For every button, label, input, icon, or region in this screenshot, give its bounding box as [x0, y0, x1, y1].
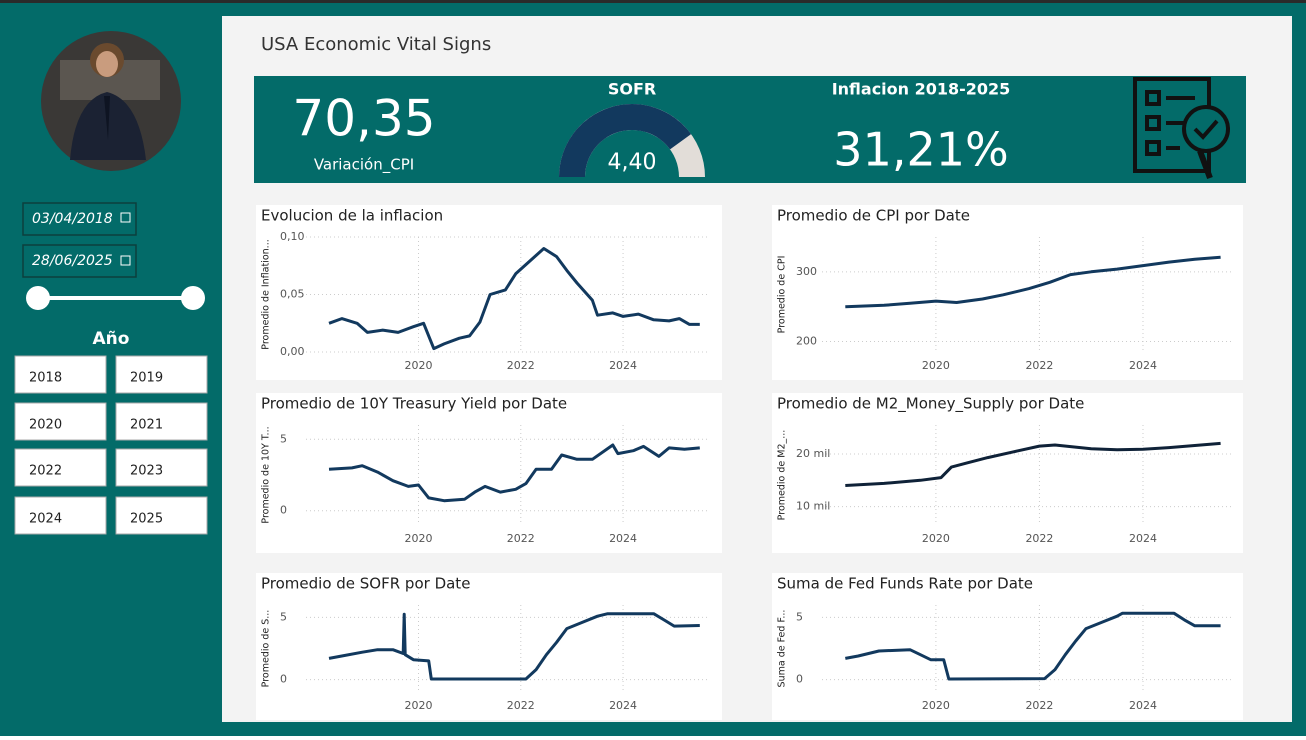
- charts: SOFR 4,40 Evolucion de la inflacion Promedi…: [256, 80, 1243, 720]
- year-label[interactable]: 2020: [29, 418, 62, 433]
- start-date[interactable]: 03/04/2018: [32, 211, 113, 227]
- y-axis-label: Promedio de S...: [261, 610, 272, 688]
- year-button[interactable]: [14, 496, 107, 535]
- x-tick-label: 2024: [1129, 532, 1157, 545]
- x-tick-label: 2024: [609, 699, 637, 712]
- kpi-band: [254, 76, 1246, 183]
- line-series: [328, 443, 700, 503]
- x-tick-label: 2024: [609, 532, 637, 545]
- gauge-value-label: 4,40: [608, 150, 657, 175]
- x-tick-label: 2024: [1129, 699, 1157, 712]
- y-tick-label: 0: [280, 673, 287, 686]
- dashboard-title: USA Economic Vital Signs: [261, 34, 491, 55]
- chart-panel: [256, 573, 722, 720]
- year-button[interactable]: [115, 402, 208, 441]
- x-tick-label: 2024: [609, 359, 637, 372]
- line-series: [845, 255, 1221, 309]
- chart-title: Suma de Fed Funds Rate por Date: [777, 575, 1033, 593]
- x-tick-label: 2022: [1025, 532, 1053, 545]
- gauge-value: [559, 104, 692, 177]
- calendar-icon[interactable]: [120, 212, 131, 223]
- chart-title: Evolucion de la inflacion: [261, 207, 443, 225]
- end-date[interactable]: 28/06/2025: [32, 253, 113, 269]
- year-title: Año: [93, 329, 130, 349]
- year-label[interactable]: 2025: [130, 512, 163, 527]
- year-button[interactable]: [14, 355, 107, 394]
- chart-title: Promedio de M2_Money_Supply por Date: [777, 395, 1084, 414]
- y-tick-label: 0,10: [280, 230, 305, 243]
- y-tick-label: 0: [280, 504, 287, 517]
- year-label[interactable]: 2022: [29, 464, 62, 479]
- y-axis-label: Promedio de M2_...: [777, 430, 788, 521]
- date-input[interactable]: [22, 202, 137, 236]
- year-buttons: 2018 2019 2020 2021 2022 2023 2024 2025: [14, 355, 208, 535]
- gauge-title: SOFR: [608, 80, 656, 99]
- line-series: [845, 611, 1221, 681]
- x-tick-label: 2022: [507, 532, 535, 545]
- date-input[interactable]: [22, 244, 137, 278]
- slider-handle[interactable]: [26, 286, 50, 310]
- year-button[interactable]: [14, 448, 107, 487]
- y-tick-label: 300: [796, 265, 817, 278]
- kpi-label: Variación_CPI: [314, 156, 414, 175]
- x-tick-label: 2020: [405, 532, 433, 545]
- y-tick-label: 5: [280, 432, 287, 445]
- year-button[interactable]: [115, 448, 208, 487]
- y-axis-label: Promedio de CPI: [777, 256, 788, 334]
- year-button[interactable]: [115, 496, 208, 535]
- year-button[interactable]: [14, 402, 107, 441]
- line-series: [328, 612, 700, 681]
- chart-title: Promedio de CPI por Date: [777, 207, 970, 225]
- chart-panel: [256, 205, 722, 380]
- chart-title: Promedio de 10Y Treasury Yield por Date: [261, 395, 567, 413]
- report-icon: [1133, 77, 1230, 180]
- chart-panel: [772, 393, 1243, 553]
- x-tick-label: 2020: [922, 359, 950, 372]
- x-tick-label: 2020: [405, 699, 433, 712]
- x-tick-label: 2020: [405, 359, 433, 372]
- year-label[interactable]: 2019: [130, 371, 163, 386]
- y-axis-label: Promedio de Inflation...: [261, 239, 272, 349]
- chart-panel: [256, 393, 722, 553]
- line-series: [845, 441, 1221, 487]
- x-tick-label: 2020: [922, 532, 950, 545]
- kpi-value: 70,35: [292, 90, 435, 148]
- y-axis-label: Suma de Fed F...: [777, 610, 788, 688]
- top-bar: [0, 0, 1306, 3]
- y-tick-label: 20 mil: [796, 447, 830, 460]
- calendar-icon[interactable]: [120, 255, 131, 266]
- y-tick-label: 0,05: [280, 288, 305, 301]
- x-tick-label: 2020: [922, 699, 950, 712]
- chart-panel: [772, 573, 1243, 720]
- y-tick-label: 200: [796, 335, 817, 348]
- x-tick-label: 2022: [1025, 699, 1053, 712]
- year-label[interactable]: 2018: [29, 371, 62, 386]
- kpi-label: Inflacion 2018-2025: [832, 80, 1011, 99]
- x-tick-label: 2024: [1129, 359, 1157, 372]
- y-tick-label: 0: [796, 673, 803, 686]
- x-tick-label: 2022: [507, 699, 535, 712]
- y-tick-label: 5: [280, 610, 287, 623]
- year-button[interactable]: [115, 355, 208, 394]
- y-tick-label: 0,00: [280, 345, 305, 358]
- x-tick-label: 2022: [507, 359, 535, 372]
- year-label[interactable]: 2024: [29, 512, 62, 527]
- y-tick-label: 5: [796, 610, 803, 623]
- profile-photo: [41, 31, 181, 171]
- x-tick-label: 2022: [1025, 359, 1053, 372]
- y-tick-label: 10 mil: [796, 500, 830, 513]
- year-label[interactable]: 2023: [130, 464, 163, 479]
- kpi-value: 31,21%: [833, 123, 1008, 177]
- chart-title: Promedio de SOFR por Date: [261, 575, 470, 593]
- y-axis-label: Promedio de 10Y T...: [261, 426, 272, 523]
- line-series: [328, 247, 700, 351]
- year-label[interactable]: 2021: [130, 418, 163, 433]
- slider-handle[interactable]: [181, 286, 205, 310]
